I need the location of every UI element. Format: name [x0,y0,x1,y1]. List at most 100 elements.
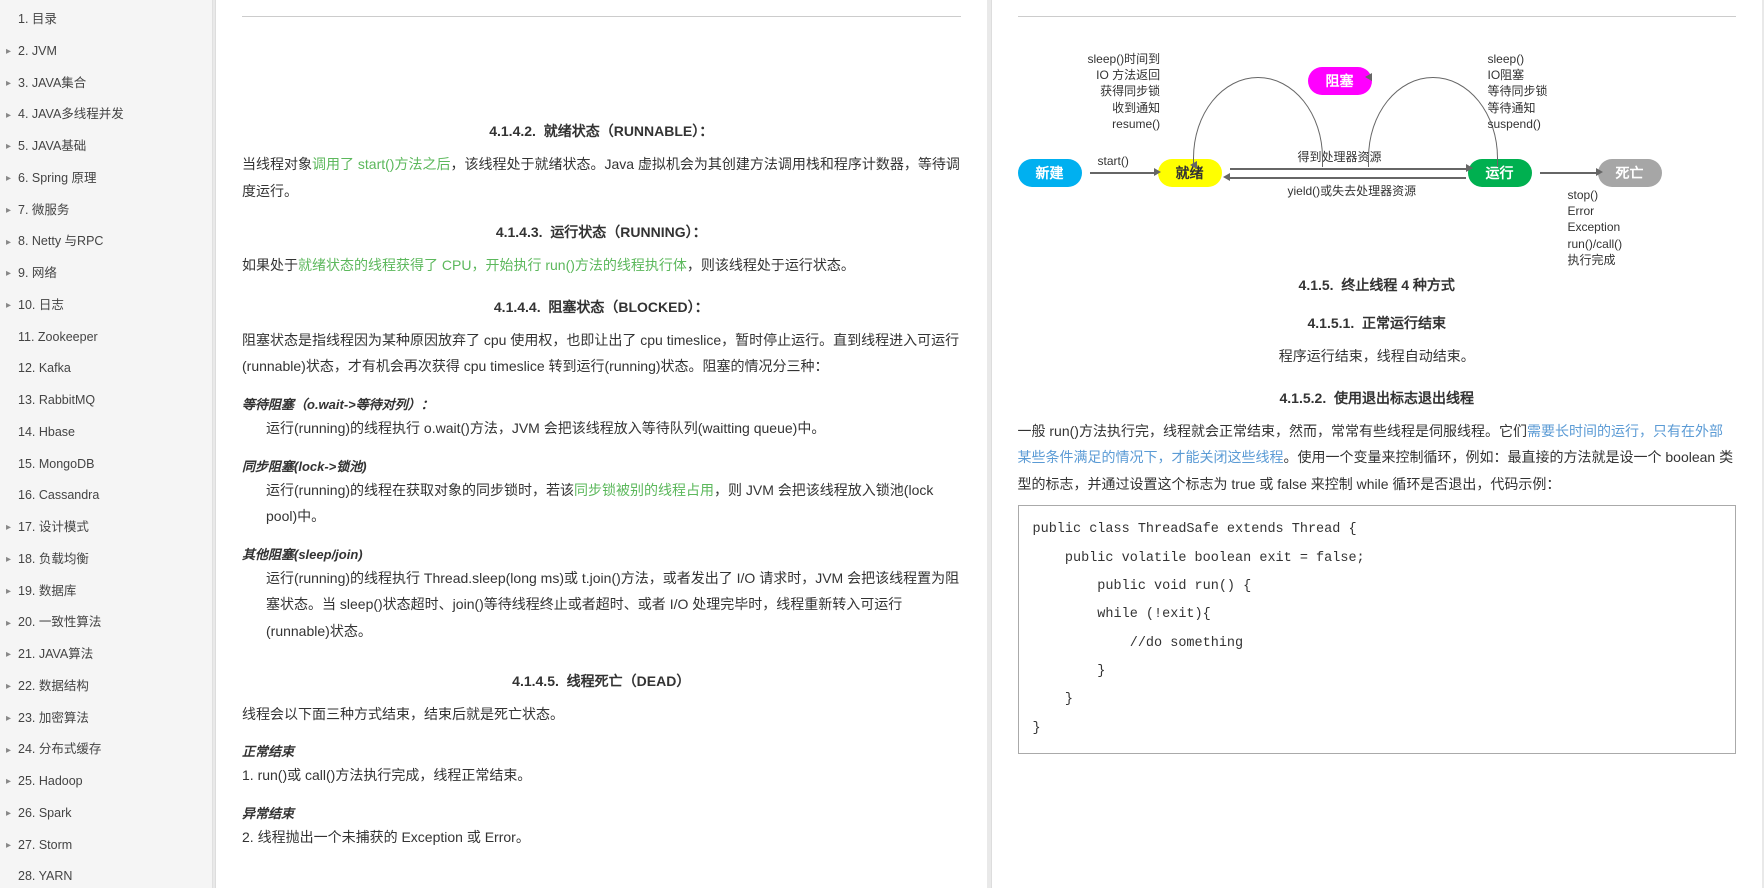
sec-4152-body: 一般 run()方法执行完，线程就会正常结束，然而，常常有些线程是伺服线程。它们… [1018,418,1737,498]
toc-item[interactable]: ▸25. Hadoop [0,766,212,798]
toc-label: 10. 日志 [18,294,64,318]
chevron-right-icon: ▸ [6,582,16,601]
toc-label: 26. Spark [18,802,72,826]
toc-item[interactable]: ▸3. JAVA集合 [0,68,212,100]
toc-label: 4. JAVA多线程并发 [18,103,124,127]
toc-item[interactable]: ▸27. Storm [0,830,212,862]
toc-item[interactable]: ▸24. 分布式缓存 [0,734,212,766]
state-dead: 死亡 [1598,159,1662,187]
sec-4152-head: 4.1.5.2. 使用退出标志退出线程 [1018,388,1737,408]
chevron-right-icon: ▸ [6,741,16,760]
chevron-right-icon: ▸ [6,296,16,315]
toc-label: 9. 网络 [18,262,57,286]
toc-label: 19. 数据库 [18,580,76,604]
toc-label: 17. 设计模式 [18,516,89,540]
chevron-right-icon: ▸ [6,74,16,93]
normal-head: 正常结束 [242,741,961,760]
toc-label: 2. JVM [18,40,57,64]
toc-label: 24. 分布式缓存 [18,738,101,762]
toc-item[interactable]: ▸5. JAVA基础 [0,131,212,163]
sync-body: 运行(running)的线程在获取对象的同步锁时，若该同步锁被别的线程占用，则 … [266,477,961,530]
abnormal-body: 2. 线程抛出一个未捕获的 Exception 或 Error。 [242,824,961,851]
toc-label: 1. 目录 [18,8,57,32]
diagram-label: sleep()时间到IO 方法返回获得同步锁收到通知resume() [1088,51,1161,132]
toc-item[interactable]: ▸19. 数据库 [0,576,212,608]
toc-label: 5. JAVA基础 [18,135,86,159]
toc-label: 6. Spring 原理 [18,167,97,191]
toc-item[interactable]: ▸1. 目录 [0,4,212,36]
toc-label: 11. Zookeeper [18,326,98,350]
toc-item[interactable]: ▸4. JAVA多线程并发 [0,99,212,131]
toc-item[interactable]: ▸18. 负载均衡 [0,544,212,576]
toc-label: 16. Cassandra [18,484,99,508]
normal-body: 1. run()或 call()方法执行完成，线程正常结束。 [242,762,961,789]
toc-label: 28. YARN [18,865,72,888]
chevron-right-icon: ▸ [6,201,16,220]
toc-item[interactable]: ▸15. MongoDB [0,449,212,481]
code-sample: public class ThreadSafe extends Thread {… [1018,505,1737,754]
page-header-right [1018,10,1737,17]
toc-label: 8. Netty 与RPC [18,230,103,254]
toc-item[interactable]: ▸20. 一致性算法 [0,607,212,639]
toc-label: 27. Storm [18,834,72,858]
abnormal-head: 异常结束 [242,803,961,822]
diagram-label: stop()ErrorExceptionrun()/call()执行完成 [1568,187,1623,268]
sec-4142-body: 当线程对象调用了 start()方法之后，该线程处于就绪状态。Java 虚拟机会… [242,151,961,204]
toc-item[interactable]: ▸22. 数据结构 [0,671,212,703]
toc-item[interactable]: ▸12. Kafka [0,353,212,385]
toc-label: 12. Kafka [18,357,71,381]
toc-item[interactable]: ▸21. JAVA算法 [0,639,212,671]
diagram-label: start() [1098,153,1129,169]
chevron-right-icon: ▸ [6,264,16,283]
toc-label: 21. JAVA算法 [18,643,93,667]
sec-4151-body: 程序运行结束，线程自动结束。 [1018,343,1737,370]
toc-label: 20. 一致性算法 [18,611,101,635]
wait-head: 等待阻塞（o.wait->等待对列）： [242,394,961,413]
other-body: 运行(running)的线程执行 Thread.sleep(long ms)或 … [266,565,961,645]
chevron-right-icon: ▸ [6,836,16,855]
chevron-right-icon: ▸ [6,137,16,156]
toc-label: 15. MongoDB [18,453,94,477]
sec-415-head: 4.1.5. 终止线程 4 种方式 [1018,275,1737,295]
sync-head: 同步阻塞(lock->锁池) [242,456,961,475]
toc-item[interactable]: ▸14. Hbase [0,417,212,449]
sec-4145-body: 线程会以下面三种方式结束，结束后就是死亡状态。 [242,701,961,728]
page-header-left [242,10,961,17]
toc-item[interactable]: ▸23. 加密算法 [0,703,212,735]
chevron-right-icon: ▸ [6,772,16,791]
chevron-right-icon: ▸ [6,106,16,125]
diagram-label: sleep()IO阻塞等待同步锁等待通知suspend() [1488,51,1548,132]
chevron-right-icon: ▸ [6,550,16,569]
toc-item[interactable]: ▸13. RabbitMQ [0,385,212,417]
toc-label: 22. 数据结构 [18,675,89,699]
toc-item[interactable]: ▸6. Spring 原理 [0,163,212,195]
chevron-right-icon: ▸ [6,614,16,633]
toc-item[interactable]: ▸7. 微服务 [0,195,212,227]
toc-item[interactable]: ▸11. Zookeeper [0,322,212,354]
toc-item[interactable]: ▸10. 日志 [0,290,212,322]
chevron-right-icon: ▸ [6,804,16,823]
chevron-right-icon: ▸ [6,233,16,252]
sec-4145-head: 4.1.4.5. 线程死亡（DEAD） [242,671,961,691]
toc-label: 25. Hadoop [18,770,83,794]
sec-4143-body: 如果处于就绪状态的线程获得了 CPU，开始执行 run()方法的线程执行体，则该… [242,252,961,279]
toc-item[interactable]: ▸17. 设计模式 [0,512,212,544]
toc-item[interactable]: ▸16. Cassandra [0,480,212,512]
wait-body: 运行(running)的线程执行 o.wait()方法，JVM 会把该线程放入等… [266,415,961,442]
state-block: 阻塞 [1308,67,1372,95]
toc-item[interactable]: ▸28. YARN [0,861,212,888]
other-head: 其他阻塞(sleep/join) [242,544,961,563]
state-new: 新建 [1018,159,1082,187]
toc-item[interactable]: ▸9. 网络 [0,258,212,290]
toc-label: 14. Hbase [18,421,75,445]
toc-item[interactable]: ▸26. Spark [0,798,212,830]
toc-label: 7. 微服务 [18,199,69,223]
toc-label: 23. 加密算法 [18,707,89,731]
toc-item[interactable]: ▸8. Netty 与RPC [0,226,212,258]
chevron-right-icon: ▸ [6,677,16,696]
page-right: 新建就绪阻塞运行死亡start()得到处理器资源yield()或失去处理器资源s… [991,0,1763,888]
pages-container: 4.1.4.2. 就绪状态（RUNNABLE）： 当线程对象调用了 start(… [213,0,1764,888]
toc-item[interactable]: ▸2. JVM [0,36,212,68]
sec-4151-head: 4.1.5.1. 正常运行结束 [1018,313,1737,333]
toc-sidebar: ▸1. 目录▸2. JVM▸3. JAVA集合▸4. JAVA多线程并发▸5. … [0,0,213,888]
